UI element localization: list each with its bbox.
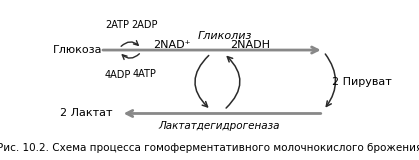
Text: 2ATP: 2ATP: [106, 20, 129, 30]
Text: Рис. 10.2. Схема процесса гомоферментативного молочнокислого брожения: Рис. 10.2. Схема процесса гомоферментати…: [0, 143, 419, 153]
Text: 2 Пируват: 2 Пируват: [331, 77, 391, 87]
Text: Гликолиз: Гликолиз: [198, 31, 253, 41]
Text: 2NAD⁺: 2NAD⁺: [153, 40, 191, 50]
Text: 4ATP: 4ATP: [132, 69, 156, 79]
Text: 2 Лактат: 2 Лактат: [60, 108, 113, 119]
Text: 4ADP: 4ADP: [104, 71, 131, 80]
Text: 2NADH: 2NADH: [230, 40, 270, 50]
Text: 2ADP: 2ADP: [131, 20, 158, 30]
Text: Глюкоза: Глюкоза: [53, 45, 102, 55]
Text: Лактатдегидрогеназа: Лактатдегидрогеназа: [158, 120, 280, 131]
